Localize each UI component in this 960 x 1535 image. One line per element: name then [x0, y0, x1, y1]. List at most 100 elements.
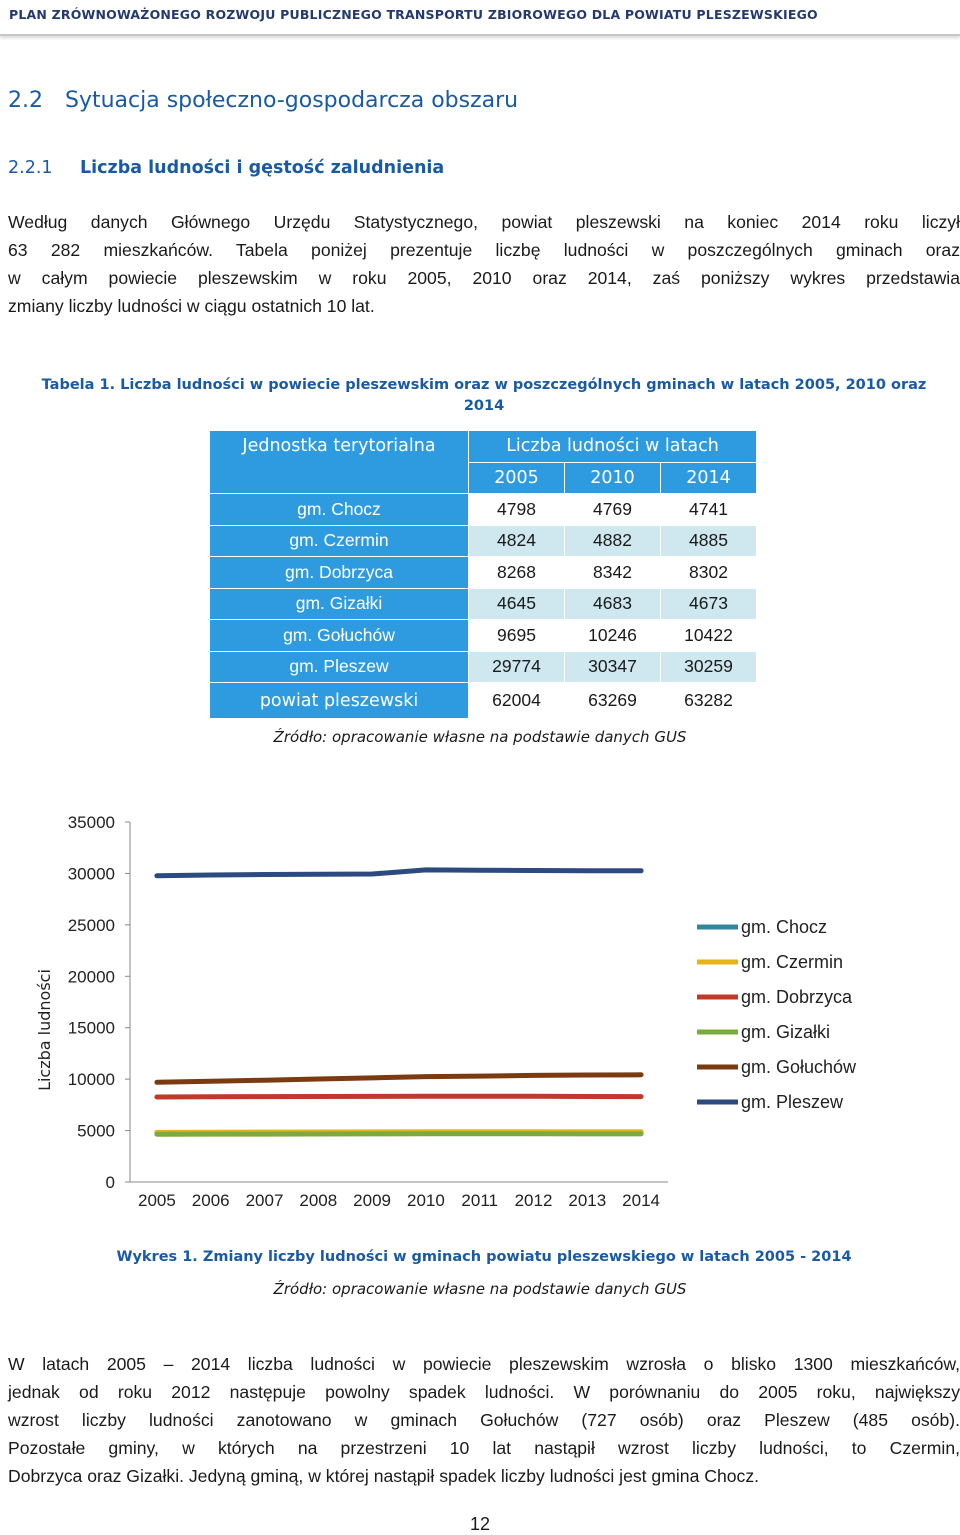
- row-name: gm. Gizałki: [210, 588, 469, 620]
- x-tick-label: 2010: [407, 1191, 445, 1210]
- x-tick-label: 2014: [622, 1191, 660, 1210]
- intro-paragraph: Według danych Głównego Urzędu Statystycz…: [8, 208, 960, 320]
- y-tick-label: 30000: [68, 864, 115, 883]
- summary-line: W latach 2005 – 2014 liczba ludności w p…: [8, 1350, 960, 1378]
- intro-line: Według danych Głównego Urzędu Statystycz…: [8, 208, 960, 236]
- row-value: 4885: [661, 525, 757, 557]
- summary-line: wzrost liczby ludności zanotowano w gmin…: [8, 1406, 960, 1434]
- intro-line: 63 282 mieszkańców. Tabela poniżej preze…: [8, 236, 960, 264]
- row-value: 10246: [565, 620, 661, 652]
- population-line-chart: 0 5000 10000 15000 20000 25000 30000 35000 Liczb…: [0, 790, 960, 1230]
- subsection-number: 2.2.1: [8, 158, 80, 178]
- row-value: 8302: [661, 557, 757, 589]
- header-unit: Jednostka terytorialna: [210, 431, 469, 494]
- y-axis-label: Liczba ludności: [35, 969, 54, 1091]
- x-tick-label: 2013: [568, 1191, 606, 1210]
- table-row: gm. Pleszew 29774 30347 30259: [210, 651, 757, 683]
- legend-label: gm. Czermin: [741, 952, 843, 972]
- table-header-row: Jednostka terytorialna Liczba ludności w…: [210, 431, 757, 463]
- row-value: 4645: [469, 588, 565, 620]
- y-tick-label: 20000: [68, 967, 115, 986]
- row-name: gm. Czermin: [210, 525, 469, 557]
- page-number: 12: [0, 1514, 960, 1535]
- total-value: 63282: [661, 683, 757, 719]
- x-tick-label: 2011: [461, 1191, 498, 1210]
- series-line: [157, 1096, 641, 1097]
- intro-line: w całym powiecie pleszewskim w roku 2005…: [8, 264, 960, 292]
- summary-line: Pozostałe gminy, w których na przestrzen…: [8, 1434, 960, 1462]
- header-population: Liczba ludności w latach: [469, 431, 757, 463]
- intro-line: zmiany liczby ludności w ciągu ostatnich…: [8, 292, 960, 320]
- legend-label: gm. Chocz: [741, 917, 827, 937]
- series-lines: [157, 870, 641, 1134]
- row-value: 30259: [661, 651, 757, 683]
- table-total-row: powiat pleszewski 62004 63269 63282: [210, 683, 757, 719]
- row-name: gm. Pleszew: [210, 651, 469, 683]
- y-tick-label: 35000: [68, 813, 115, 832]
- document-header: PLAN ZRÓWNOWAŻONEGO ROZWOJU PUBLICZNEGO …: [0, 0, 960, 36]
- y-tick-label: 25000: [68, 916, 115, 935]
- row-value: 4769: [565, 494, 661, 526]
- row-value: 30347: [565, 651, 661, 683]
- total-name: powiat pleszewski: [210, 683, 469, 719]
- row-value: 4798: [469, 494, 565, 526]
- y-tick-label: 5000: [77, 1122, 115, 1141]
- summary-paragraph: W latach 2005 – 2014 liczba ludności w p…: [8, 1350, 960, 1490]
- year-2014: 2014: [661, 462, 757, 494]
- x-tick-label: 2008: [299, 1191, 337, 1210]
- table-row: gm. Gizałki 4645 4683 4673: [210, 588, 757, 620]
- row-name: gm. Chocz: [210, 494, 469, 526]
- row-value: 4683: [565, 588, 661, 620]
- x-tick-label: 2012: [515, 1191, 553, 1210]
- population-table: Jednostka terytorialna Liczba ludności w…: [209, 430, 757, 719]
- x-tick-label: 2005: [138, 1191, 176, 1210]
- x-tick-label: 2006: [192, 1191, 230, 1210]
- series-line: [157, 870, 641, 876]
- table-row: gm. Czermin 4824 4882 4885: [210, 525, 757, 557]
- table-caption: Tabela 1. Liczba ludności w powiecie ple…: [8, 375, 960, 417]
- row-value: 4824: [469, 525, 565, 557]
- summary-line: Dobrzyca oraz Gizałki. Jedyną gminą, w k…: [8, 1462, 960, 1490]
- table-row: gm. Chocz 4798 4769 4741: [210, 494, 757, 526]
- legend-label: gm. Pleszew: [741, 1092, 844, 1112]
- total-value: 62004: [469, 683, 565, 719]
- table-caption-line: 2014: [8, 396, 960, 417]
- row-value: 4741: [661, 494, 757, 526]
- subsection-title: Liczba ludności i gęstość zaludnienia: [80, 158, 444, 178]
- row-value: 10422: [661, 620, 757, 652]
- row-name: gm. Dobrzyca: [210, 557, 469, 589]
- year-2010: 2010: [565, 462, 661, 494]
- row-value: 29774: [469, 651, 565, 683]
- row-value: 9695: [469, 620, 565, 652]
- table-source: Źródło: opracowanie własne na podstawie …: [0, 728, 960, 746]
- y-tick-label: 15000: [68, 1019, 115, 1038]
- header-title: PLAN ZRÓWNOWAŻONEGO ROZWOJU PUBLICZNEGO …: [9, 7, 818, 22]
- chart-legend: gm. Chocz gm. Czermin gm. Dobrzyca gm. Giza…: [697, 917, 857, 1112]
- chart-source: Źródło: opracowanie własne na podstawie …: [0, 1280, 960, 1298]
- row-name: gm. Gołuchów: [210, 620, 469, 652]
- series-line: [157, 1075, 641, 1083]
- row-value: 8268: [469, 557, 565, 589]
- section-title: Sytuacja społeczno-gospodarcza obszaru: [65, 88, 518, 113]
- table-row: gm. Dobrzyca 8268 8342 8302: [210, 557, 757, 589]
- total-value: 63269: [565, 683, 661, 719]
- legend-label: gm. Dobrzyca: [741, 987, 853, 1007]
- year-2005: 2005: [469, 462, 565, 494]
- section-number: 2.2: [8, 88, 65, 113]
- summary-line: jednak od roku 2012 następuje powolny sp…: [8, 1378, 960, 1406]
- legend-label: gm. Gołuchów: [741, 1057, 857, 1077]
- legend-label: gm. Gizałki: [741, 1022, 830, 1042]
- row-value: 4882: [565, 525, 661, 557]
- chart-caption: Wykres 1. Zmiany liczby ludności w gmina…: [8, 1247, 960, 1268]
- table-caption-line: Tabela 1. Liczba ludności w powiecie ple…: [8, 375, 960, 396]
- x-tick-label: 2009: [353, 1191, 391, 1210]
- y-axis: 0 5000 10000 15000 20000 25000 30000 35000 Liczb…: [35, 813, 130, 1192]
- table-row: gm. Gołuchów 9695 10246 10422: [210, 620, 757, 652]
- y-tick-label: 10000: [68, 1070, 115, 1089]
- row-value: 8342: [565, 557, 661, 589]
- row-value: 4673: [661, 588, 757, 620]
- y-tick-label: 0: [106, 1173, 115, 1192]
